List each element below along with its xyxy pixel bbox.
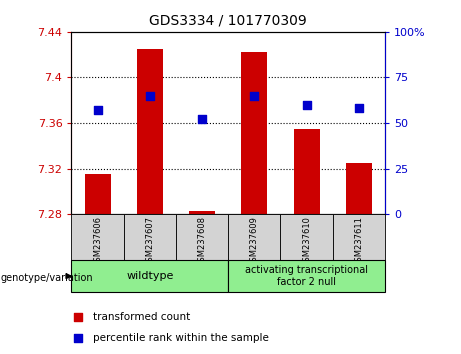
- Bar: [71, 260, 228, 292]
- Point: [74, 314, 82, 320]
- Point: [251, 93, 258, 98]
- Point: [74, 335, 82, 341]
- Text: wildtype: wildtype: [126, 271, 173, 281]
- Bar: [84, 174, 111, 214]
- Bar: [333, 214, 385, 260]
- Text: GSM237606: GSM237606: [93, 216, 102, 268]
- Bar: [189, 211, 215, 214]
- Text: GSM237608: GSM237608: [198, 216, 207, 268]
- Text: percentile rank within the sample: percentile rank within the sample: [94, 332, 269, 343]
- Text: GSM237607: GSM237607: [145, 216, 154, 268]
- Text: transformed count: transformed count: [94, 312, 191, 322]
- Bar: [346, 163, 372, 214]
- Bar: [241, 52, 267, 214]
- Text: activating transcriptional
factor 2 null: activating transcriptional factor 2 null: [245, 265, 368, 287]
- Point: [303, 102, 310, 108]
- Point: [355, 105, 362, 111]
- Bar: [280, 214, 333, 260]
- Bar: [228, 260, 385, 292]
- Text: GSM237611: GSM237611: [355, 216, 363, 267]
- Point: [198, 116, 206, 122]
- Text: genotype/variation: genotype/variation: [1, 273, 94, 283]
- Bar: [228, 214, 280, 260]
- Text: GSM237609: GSM237609: [250, 216, 259, 267]
- Bar: [294, 129, 319, 214]
- Point: [146, 93, 154, 98]
- Point: [94, 107, 101, 113]
- Bar: [71, 214, 124, 260]
- Bar: [176, 214, 228, 260]
- Bar: [124, 214, 176, 260]
- Bar: [137, 49, 163, 214]
- Text: GSM237610: GSM237610: [302, 216, 311, 267]
- Title: GDS3334 / 101770309: GDS3334 / 101770309: [149, 14, 307, 28]
